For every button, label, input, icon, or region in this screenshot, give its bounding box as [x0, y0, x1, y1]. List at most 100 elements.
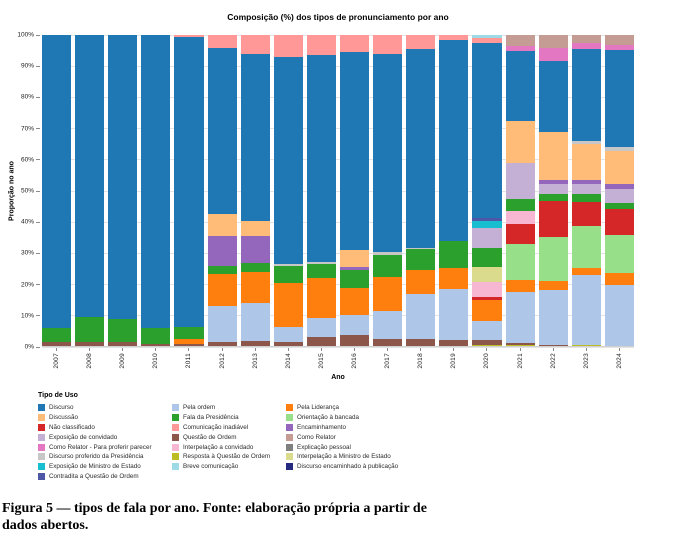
bar-segment-2016-discurso	[339, 52, 370, 251]
bar-segment-2020-na-o-classificado	[472, 296, 502, 300]
bar-segment-2021-interpelac-a-o-a-convidado	[505, 211, 535, 224]
bar-segment-2024-exposic-a-o-de-convidado	[604, 188, 634, 203]
bar-segment-2021-como-relator-para-proferir-parecer	[505, 45, 535, 51]
gridline-0	[42, 346, 634, 348]
bar-segment-2013-discussa-o	[240, 220, 270, 237]
bar-segment-2013-questa-o-de-ordem	[240, 340, 270, 347]
bar-segment-2012-comunicac-a-o-inadia-vel	[207, 35, 237, 48]
x-tick-label-2014: 2014	[284, 353, 292, 369]
x-tick-label-2013: 2013	[251, 353, 259, 369]
y-tick-mark-80	[36, 96, 40, 98]
x-tick-label-2017: 2017	[384, 353, 392, 369]
legend-swatch-discussa-o	[38, 414, 45, 422]
bar-segment-2008-questa-o-de-ordem	[75, 342, 105, 347]
x-slot-2019: 2019	[439, 348, 468, 369]
x-slot-2010: 2010	[141, 348, 170, 369]
bar-segment-2010-fala-da-preside-ncia	[141, 328, 171, 344]
x-slot-2012: 2012	[208, 348, 237, 369]
bar-segment-2009-questa-o-de-ordem	[108, 342, 138, 347]
legend-title: Tipo de Uso	[38, 392, 78, 399]
bar-segment-2013-fala-da-preside-ncia	[240, 262, 270, 273]
bar-segment-2012-questa-o-de-ordem	[207, 342, 237, 347]
x-tick-label-2022: 2022	[549, 353, 557, 369]
bar-segment-2020-interpelac-a-o-a-convidado	[472, 281, 502, 297]
bar-segment-2015-comunicac-a-o-inadia-vel	[306, 35, 336, 56]
bar-segment-2022-discussa-o	[538, 132, 568, 181]
legend-swatch-discurso	[38, 404, 45, 412]
bar-segment-2013-encaminhamento	[240, 236, 270, 263]
legend-item-pela-ordem: Pela ordem	[172, 403, 286, 413]
bar-segment-2016-pela-ordem	[339, 314, 370, 336]
bar-segment-2012-fala-da-preside-ncia	[207, 265, 237, 274]
bar-segment-2021-pela-lideranc-a	[505, 279, 535, 292]
caption-line-1: Figura 5 — tipos de fala por ano. Fonte:…	[2, 501, 427, 516]
bar-segment-2007-questa-o-de-ordem	[42, 342, 72, 347]
bar-segment-2020-questa-o-de-ordem	[472, 340, 502, 345]
x-slot-2017: 2017	[373, 348, 402, 369]
legend: Tipo de Uso Discurso Discussão Não classif…	[38, 392, 398, 481]
legend-swatch-pela-ordem	[172, 404, 179, 412]
x-tick-mark-2019	[453, 348, 455, 351]
bar-segment-2014-pela-lideranc-a	[273, 283, 303, 327]
bar-segment-2017-comunicac-a-o-inadia-vel	[373, 35, 403, 54]
legend-label-como-relator: Como Relator	[297, 433, 336, 441]
bar-2016	[339, 35, 370, 347]
x-tick-label-2007: 2007	[53, 353, 61, 369]
legend-label-como-relator-para-proferir-parecer: Como Relator - Para proferir parecer	[49, 443, 152, 451]
x-tick-label-2009: 2009	[119, 353, 127, 369]
bar-2010	[141, 35, 171, 347]
bar-segment-2020-exposic-a-o-de-convidado	[472, 228, 502, 249]
x-slot-2007: 2007	[42, 348, 71, 369]
legend-label-interpelac-a-o-a-convidado: Interpelação a convidado	[183, 443, 254, 451]
x-tick-mark-2010	[155, 348, 157, 351]
bar-segment-2021-pela-ordem	[505, 291, 535, 343]
bar-segment-2017-questa-o-de-ordem	[373, 339, 403, 347]
bar-segment-2024-pela-lideranc-a	[604, 272, 634, 285]
bar-slot-2017	[373, 35, 403, 347]
bar-slot-2018	[406, 35, 436, 347]
bar-segment-2023-fala-da-preside-ncia	[571, 193, 601, 203]
x-tick-mark-2011	[188, 348, 190, 351]
bar-segment-2021-exposic-a-o-de-convidado	[505, 163, 535, 199]
gridline-20	[42, 284, 634, 286]
y-tick-label-50: 50%	[20, 187, 34, 195]
bar-segment-2021-questa-o-de-ordem	[505, 342, 535, 346]
x-tick-label-2012: 2012	[218, 353, 226, 369]
legend-label-na-o-classificado: Não classificado	[49, 423, 95, 431]
bar-segment-2013-comunicac-a-o-inadia-vel	[240, 35, 270, 54]
x-slot-2020: 2020	[472, 348, 501, 369]
bar-segment-2023-discussa-o	[571, 144, 601, 181]
x-tick-mark-2021	[519, 348, 521, 351]
bar-segment-2023-pela-ordem	[571, 274, 601, 345]
legend-label-discurso: Discurso	[49, 404, 74, 412]
y-tick-mark-30	[36, 252, 40, 254]
legend-swatch-pela-lideranc-a	[286, 404, 293, 412]
bar-segment-2022-como-relator	[538, 35, 568, 48]
x-slot-2015: 2015	[307, 348, 336, 369]
bar-segment-2023-resposta-a-questa-o-de-ordem	[571, 344, 601, 347]
bar-segment-2023-pela-lideranc-a	[571, 268, 601, 275]
y-tick-label-20: 20%	[20, 281, 34, 289]
bar-segment-2018-pela-lideranc-a	[406, 269, 436, 294]
bar-segment-2020-fala-da-preside-ncia	[472, 248, 502, 267]
legend-item-exposic-a-o-de-convidado: Exposição de convidado	[38, 432, 172, 442]
x-tick-label-2008: 2008	[86, 353, 94, 369]
legend-swatch-interpelac-a-o-a-convidado	[172, 443, 179, 451]
y-tick-label-100: 100%	[17, 31, 34, 39]
bar-segment-2008-discurso	[75, 35, 105, 318]
bar-slot-2016	[339, 35, 370, 347]
x-slot-2018: 2018	[406, 348, 435, 369]
legend-swatch-encaminhamento	[286, 423, 293, 431]
legend-label-orientac-a-o-a-bancada: Orientação à bancada	[297, 414, 359, 422]
bar-segment-2011-questa-o-de-ordem	[174, 343, 204, 347]
x-axis: 2007 2008 2009 2010 2011 2012 2013 2014 2015 2016…	[42, 348, 634, 369]
bar-segment-2018-pela-ordem	[406, 293, 436, 339]
x-tick-mark-2007	[56, 348, 58, 351]
legend-label-explicac-a-o-pessoal: Explicação pessoal	[297, 443, 351, 451]
legend-swatch-exposic-a-o-de-convidado	[38, 433, 45, 441]
bar-2019	[439, 35, 469, 347]
legend-swatch-explicac-a-o-pessoal	[286, 443, 293, 451]
legend-column-1: Discurso Discussão Não classificado Exposiç…	[38, 403, 172, 481]
bar-segment-2015-discurso	[306, 55, 336, 262]
y-tick-mark-20	[36, 284, 40, 286]
